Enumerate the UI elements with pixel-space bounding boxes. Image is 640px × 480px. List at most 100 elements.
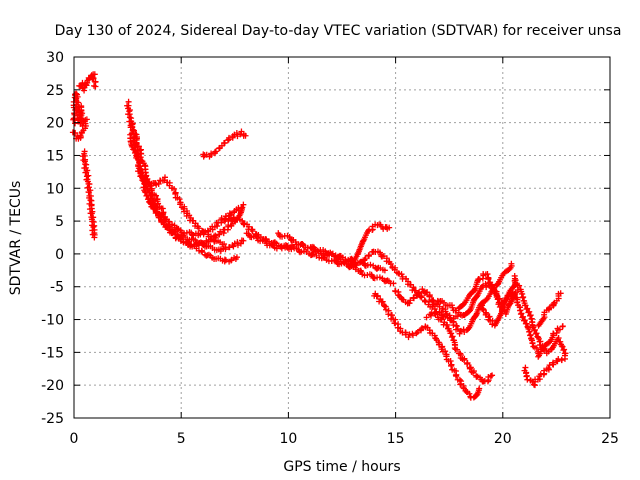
data-point xyxy=(387,260,394,267)
data-point xyxy=(490,284,497,291)
data-point xyxy=(405,334,412,341)
data-point xyxy=(431,310,438,317)
data-point xyxy=(405,300,412,307)
data-point xyxy=(469,369,476,376)
data-point xyxy=(240,201,247,208)
data-point xyxy=(234,239,241,246)
data-point xyxy=(392,320,399,327)
y-tick-label: -10 xyxy=(41,313,64,329)
data-point xyxy=(511,291,518,298)
data-point xyxy=(152,180,159,187)
data-point xyxy=(381,303,388,310)
data-point xyxy=(522,364,529,371)
data-point xyxy=(146,198,153,205)
data-point xyxy=(482,280,489,287)
data-point xyxy=(520,313,527,320)
y-tick-label: 25 xyxy=(46,83,64,99)
data-point xyxy=(362,255,369,262)
data-point xyxy=(410,294,417,301)
data-point xyxy=(148,187,155,194)
y-axis-label: SDTVAR / TECUs xyxy=(8,181,24,296)
data-point xyxy=(415,290,422,297)
data-point xyxy=(466,390,473,397)
data-point xyxy=(82,161,89,168)
data-point xyxy=(449,333,456,340)
data-point xyxy=(424,289,431,296)
data-point xyxy=(134,152,141,159)
data-point xyxy=(531,326,538,333)
data-point xyxy=(519,314,526,321)
data-point xyxy=(233,254,240,261)
x-tick-label: 5 xyxy=(177,431,186,447)
data-point xyxy=(225,222,232,229)
x-axis-label: GPS time / hours xyxy=(283,459,400,475)
data-point xyxy=(221,139,228,146)
x-tick-label: 15 xyxy=(387,431,405,447)
y-tick-label: 10 xyxy=(46,181,64,197)
series-arc23 xyxy=(531,355,568,385)
data-point xyxy=(427,312,434,319)
series-arc17 xyxy=(423,309,496,385)
data-point xyxy=(418,294,425,301)
data-point xyxy=(490,284,497,291)
data-point xyxy=(522,302,529,309)
data-point xyxy=(448,330,455,337)
data-point xyxy=(407,281,414,288)
data-point xyxy=(141,176,148,183)
data-point xyxy=(508,260,515,267)
data-point xyxy=(423,314,430,321)
data-point xyxy=(439,343,446,350)
data-point xyxy=(171,185,178,192)
data-points xyxy=(69,71,569,401)
y-tick-label: 0 xyxy=(55,247,64,263)
data-point xyxy=(222,257,229,264)
series-arc11 xyxy=(221,214,397,287)
data-point xyxy=(229,134,236,141)
series-arc9 xyxy=(146,198,245,239)
data-point xyxy=(428,309,435,316)
data-point xyxy=(208,151,215,158)
series-arc24 xyxy=(521,364,538,389)
data-point xyxy=(453,323,460,330)
data-point xyxy=(155,200,162,207)
y-tick-label: -5 xyxy=(50,280,64,296)
data-point xyxy=(448,334,455,341)
data-point xyxy=(226,210,233,217)
data-point xyxy=(484,271,491,278)
data-point xyxy=(124,102,131,109)
data-point xyxy=(523,320,530,327)
data-point xyxy=(195,225,202,232)
data-point xyxy=(531,382,538,389)
data-point xyxy=(353,262,360,269)
x-tick-label: 10 xyxy=(279,431,297,447)
data-point xyxy=(90,74,97,81)
data-point xyxy=(546,304,553,311)
series-arc15 xyxy=(371,290,483,401)
data-point xyxy=(514,299,521,306)
data-point xyxy=(300,248,307,255)
data-point xyxy=(545,365,552,372)
data-point xyxy=(444,321,451,328)
data-point xyxy=(558,357,565,364)
data-point xyxy=(388,312,395,319)
data-point xyxy=(221,218,228,225)
data-point xyxy=(429,297,436,304)
data-point xyxy=(395,270,402,277)
series-arc10 xyxy=(200,128,249,160)
data-point xyxy=(426,293,433,300)
data-point xyxy=(561,355,568,362)
data-point xyxy=(171,229,178,236)
data-point xyxy=(453,373,460,380)
data-point xyxy=(365,252,372,259)
data-point xyxy=(156,210,163,217)
x-tick-label: 25 xyxy=(601,431,619,447)
data-point xyxy=(561,346,568,353)
data-point xyxy=(152,192,159,199)
data-point xyxy=(299,240,306,247)
data-point xyxy=(557,290,564,297)
data-point xyxy=(410,284,417,291)
data-point xyxy=(216,231,223,238)
data-point xyxy=(533,330,540,337)
data-point xyxy=(442,348,449,355)
